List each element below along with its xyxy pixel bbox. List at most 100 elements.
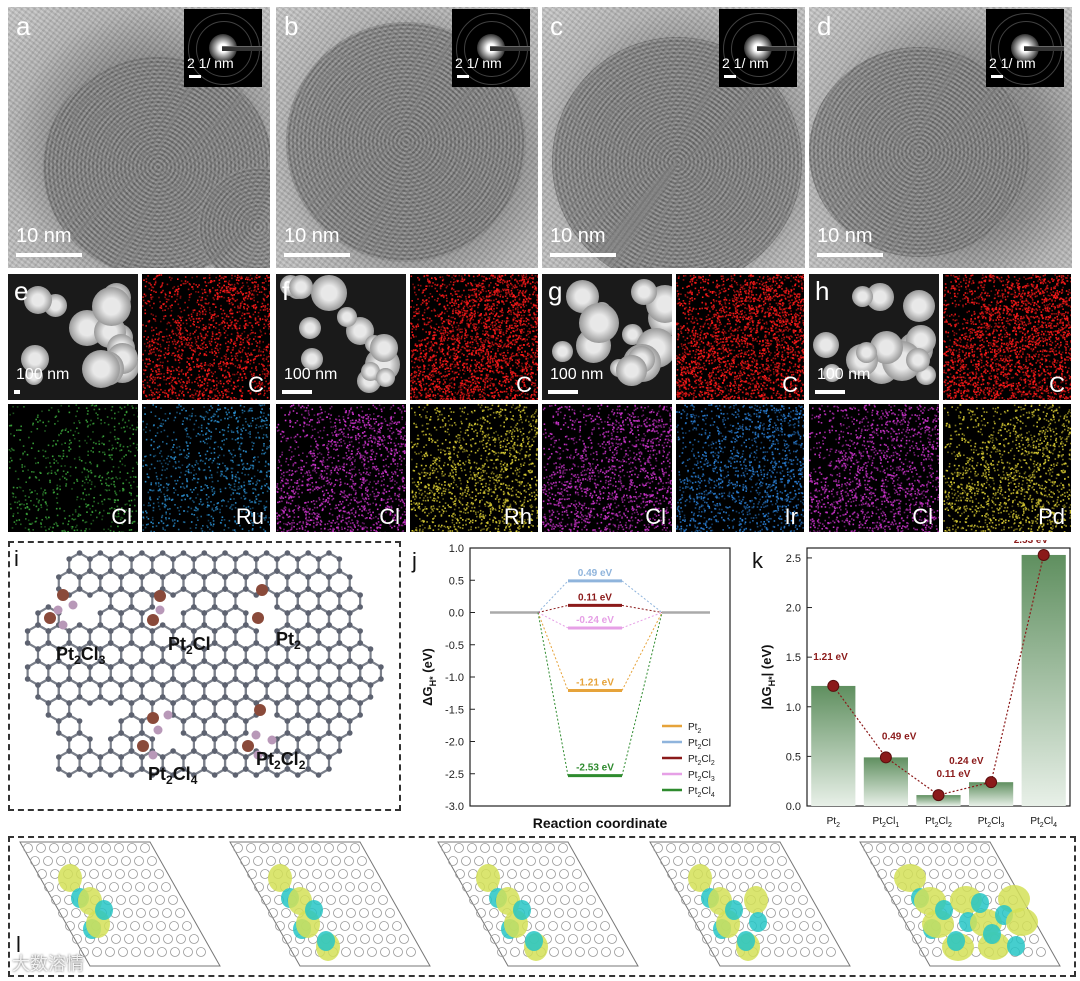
- connector-line: [621, 604, 663, 613]
- panel-letter: h: [815, 276, 829, 307]
- panel-letter-k: k: [752, 548, 763, 574]
- element-signal: [676, 404, 804, 532]
- scale-bar-label: 10 nm: [16, 225, 72, 248]
- saed-inset: 2 1/ nm: [452, 9, 530, 87]
- data-label: 0.11 eV: [937, 769, 971, 780]
- eds-map-metal: Rh: [410, 404, 538, 532]
- charge-density-cell: [19, 841, 221, 967]
- scale-bar-label: 100 nm: [284, 366, 337, 384]
- energy-label: -1.21 eV: [576, 678, 614, 689]
- haadf-image: g 100 nm: [542, 274, 672, 400]
- tem-image: a 10 nm 2 1/ nm: [8, 7, 270, 268]
- y-tick-label: 1.0: [449, 543, 464, 555]
- saed-scale-label: 2 1/ nm: [989, 55, 1036, 71]
- panel-letter: a: [16, 11, 30, 42]
- saed-scale-label: 2 1/ nm: [722, 55, 769, 71]
- charge-density-frame: [8, 836, 1076, 977]
- eds-map-cl: Cl: [8, 404, 138, 532]
- y-tick-label: 0.0: [449, 608, 464, 620]
- y-tick-label: 1.5: [786, 652, 801, 664]
- eds-map-cl: Cl: [809, 404, 939, 532]
- element-label: Pd: [1038, 504, 1065, 530]
- connector-line: [537, 612, 569, 629]
- x-tick-label: Pt2Cl4: [1030, 816, 1057, 829]
- y-tick-label: -1.5: [445, 704, 464, 716]
- data-label: 1.21 eV: [813, 652, 848, 663]
- y-tick-label: -2.0: [445, 737, 464, 749]
- energy-label: 0.49 eV: [578, 568, 613, 579]
- energy-label: -2.53 eV: [576, 763, 614, 774]
- nanoparticle: [299, 317, 321, 339]
- energy-label: 0.11 eV: [578, 592, 612, 603]
- data-point: [1037, 548, 1050, 561]
- saed-scale-label: 2 1/ nm: [455, 55, 502, 71]
- x-tick-label: Pt2: [827, 816, 840, 829]
- element-signal: [676, 274, 804, 400]
- scale-bar: [817, 253, 883, 257]
- tem-image: d 10 nm 2 1/ nm: [809, 7, 1072, 268]
- saed-scale-bar: [189, 75, 201, 78]
- free-energy-chart: 1.0 0.5 0.0 -0.5 -1.0 -1.5 -2.0 -2.5 -3.0 -1.21 e…: [420, 543, 731, 831]
- charge-density-cell: [649, 841, 851, 967]
- element-signal: [542, 404, 672, 532]
- y-tick-label: 0.5: [786, 751, 801, 763]
- scale-bar-label: 100 nm: [817, 366, 870, 384]
- saed-scale-bar: [991, 75, 1003, 78]
- y-tick-label: 2.5: [786, 553, 801, 565]
- eds-map-cl: Cl: [542, 404, 672, 532]
- y-tick-label: 2.0: [786, 603, 801, 615]
- panel-letter: f: [282, 276, 289, 307]
- scale-bar-label: 10 nm: [550, 225, 606, 248]
- connector-line: [621, 612, 663, 776]
- scale-bar-label: 100 nm: [16, 366, 69, 384]
- connector-line: [621, 612, 663, 691]
- nanoparticle: [579, 303, 619, 343]
- scale-bar: [16, 253, 82, 257]
- x-tick-label: Pt2Cl3: [978, 816, 1005, 829]
- element-signal: [410, 274, 538, 400]
- element-label: Ru: [236, 504, 264, 530]
- abs-free-energy-chart: 0.0 0.5 1.0 1.5 2.0 2.5 1.21 eV Pt2 0.49 eV Pt2Cl…: [759, 540, 1071, 829]
- element-signal: [410, 404, 538, 532]
- beam-stop: [757, 46, 797, 51]
- y-tick-label: -0.5: [445, 640, 464, 652]
- nanoparticle: [92, 287, 132, 327]
- nanoparticle: [616, 355, 647, 386]
- eds-map-metal: Ir: [676, 404, 804, 532]
- bar: [811, 685, 856, 806]
- eds-map-c: C: [943, 274, 1071, 400]
- haadf-image: f 100 nm: [276, 274, 406, 400]
- connector-line: [537, 612, 569, 776]
- data-label: 0.49 eV: [882, 731, 917, 742]
- saed-inset: 2 1/ nm: [184, 9, 262, 87]
- scale-bar-label: 100 nm: [550, 366, 603, 384]
- connector-line: [537, 604, 569, 613]
- charge-density-cell: [229, 841, 431, 967]
- element-label: Cl: [111, 504, 132, 530]
- element-label: C: [516, 372, 532, 398]
- legend-entry: Pt2Cl3: [688, 770, 715, 783]
- eds-map-metal: Pd: [943, 404, 1071, 532]
- x-tick-label: Pt2Cl1: [873, 816, 900, 829]
- scale-bar-label: 10 nm: [817, 225, 873, 248]
- panel-letter: c: [550, 11, 563, 42]
- saed-scale-bar: [724, 75, 736, 78]
- nanoparticle: [852, 286, 874, 308]
- element-signal: [943, 404, 1071, 532]
- eds-map-metal: Ru: [142, 404, 270, 532]
- charge-density-maps: [19, 841, 1061, 967]
- connector-line: [621, 580, 663, 613]
- bar: [969, 782, 1014, 806]
- panel-letter: g: [548, 276, 562, 307]
- element-signal: [142, 404, 270, 532]
- connector-line: [537, 612, 569, 691]
- eds-map-c: C: [676, 274, 804, 400]
- bar: [863, 757, 908, 806]
- nanoparticle: [21, 345, 49, 373]
- nanoparticle: [337, 307, 357, 327]
- panel-letter: d: [817, 11, 831, 42]
- nanoparticle: [376, 368, 395, 387]
- charge-density-cell: [859, 841, 1061, 967]
- scale-bar: [14, 390, 20, 394]
- element-signal: [809, 404, 939, 532]
